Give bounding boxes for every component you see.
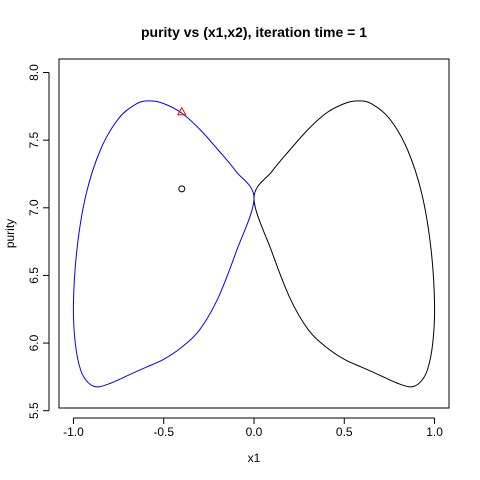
- series-line-1: [72, 100, 255, 388]
- y-axis-label: purity: [3, 219, 17, 248]
- marker-circle-1: [178, 185, 186, 193]
- x-axis-label: x1: [248, 451, 261, 465]
- y-tick-label-4: 7.5: [27, 131, 41, 148]
- y-tick-label-2: 6.5: [27, 267, 41, 284]
- x-tick-label-3: 0.5: [336, 425, 353, 439]
- marker-layer: [176, 106, 187, 193]
- chart-title: purity vs (x1,x2), iteration time = 1: [141, 24, 367, 40]
- series-layer: [72, 100, 436, 388]
- x-tick-label-1: -0.5: [153, 425, 174, 439]
- y-tick-label-3: 7.0: [27, 199, 41, 216]
- series-line-0: [253, 100, 436, 388]
- plot-area-border: [58, 58, 450, 409]
- x-tick-label-4: 1.0: [426, 425, 443, 439]
- marker-triangle-0: [176, 106, 187, 116]
- x-axis: -1.0 -0.5 0.0 0.5 1.0: [63, 417, 443, 439]
- x-tick-label-2: 0.0: [246, 425, 263, 439]
- y-tick-label-5: 8.0: [27, 64, 41, 81]
- y-axis: 5.5 6.0 6.5 7.0 7.5 8.0: [27, 64, 50, 419]
- y-tick-label-1: 6.0: [27, 334, 41, 351]
- y-tick-label-0: 5.5: [27, 402, 41, 419]
- x-tick-label-0: -1.0: [63, 425, 84, 439]
